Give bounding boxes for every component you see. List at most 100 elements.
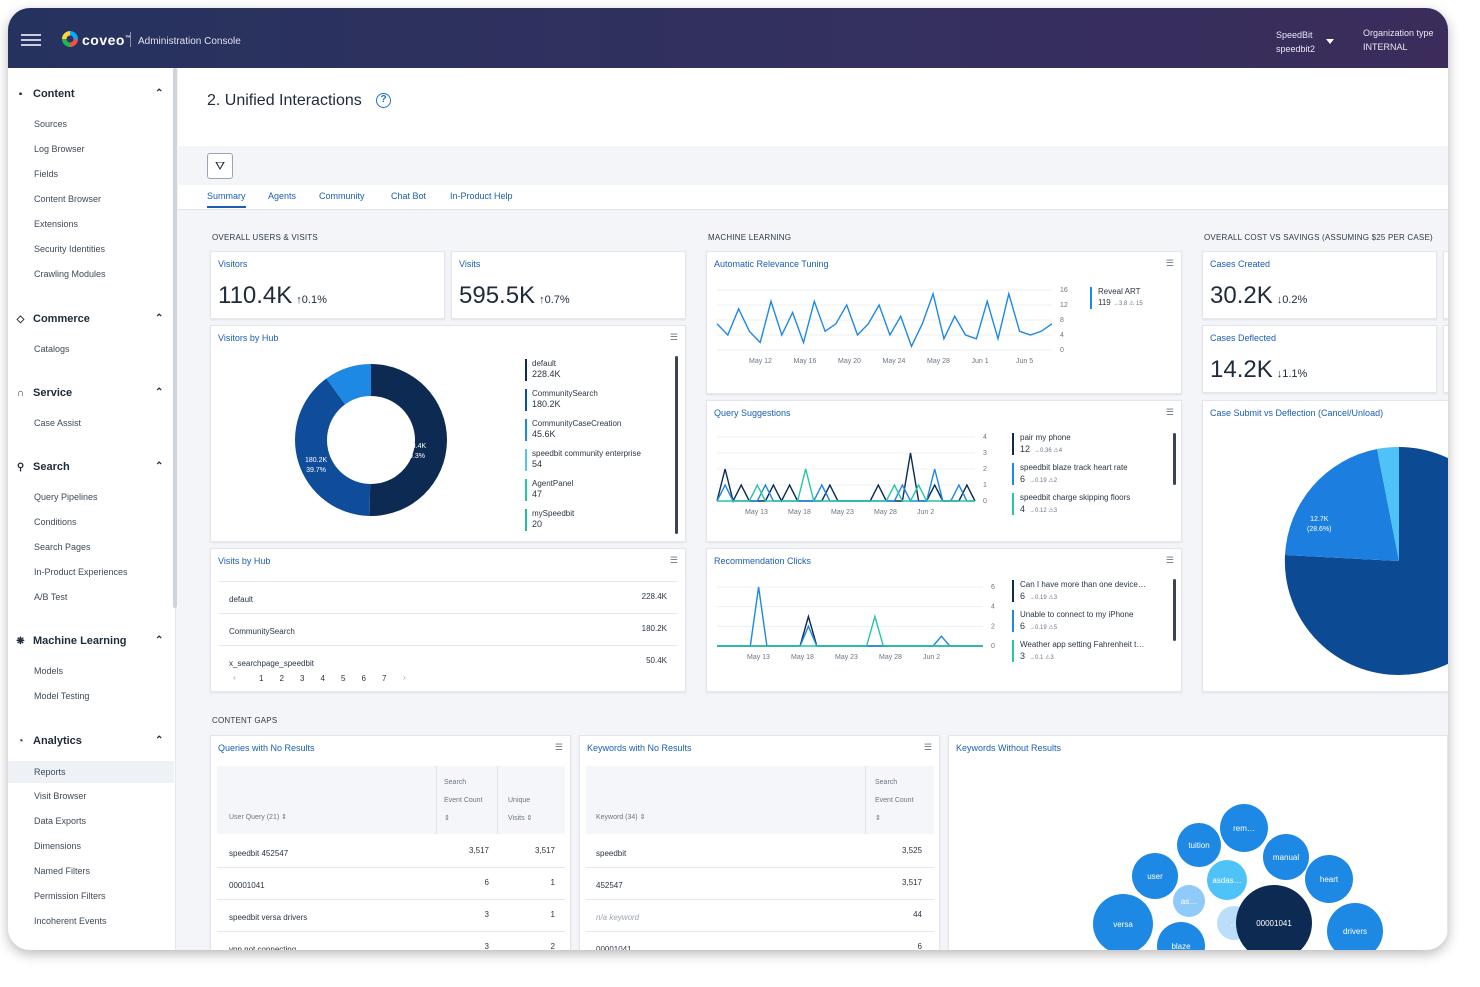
pagination-page[interactable]: 7 bbox=[382, 674, 387, 683]
sidebar-item-case-assist[interactable]: Case Assist bbox=[34, 418, 82, 428]
legend-scrollbar[interactable] bbox=[1173, 579, 1176, 641]
keyword-bubble[interactable] bbox=[1093, 894, 1153, 950]
keyword-bubble[interactable] bbox=[1263, 834, 1309, 880]
keyword-bubble[interactable] bbox=[1132, 853, 1178, 899]
top-bar: coveo™ Administration Console SpeedBit s… bbox=[8, 8, 1448, 68]
sidebar-item-extensions[interactable]: Extensions bbox=[34, 219, 79, 229]
keyword-bubble[interactable] bbox=[1220, 804, 1268, 852]
legend-scrollbar[interactable] bbox=[1173, 433, 1176, 485]
pagination-page[interactable]: 2 bbox=[279, 674, 284, 683]
chart-menu-icon[interactable]: ☰ bbox=[669, 332, 678, 342]
keyword-bubble[interactable] bbox=[1157, 922, 1205, 950]
chart-menu-icon[interactable]: ☰ bbox=[554, 742, 563, 752]
series-line-weather-fahrenheit[interactable] bbox=[717, 613, 983, 647]
sidebar-item-model-testing[interactable]: Model Testing bbox=[34, 691, 90, 701]
chevron-down-icon[interactable] bbox=[1326, 39, 1334, 44]
sidebar-item-content-browser[interactable]: Content Browser bbox=[34, 194, 102, 204]
chevron-up-icon[interactable]: ⌃ bbox=[155, 88, 164, 99]
pagination-page[interactable]: 5 bbox=[341, 674, 346, 683]
cases-created-card: Cases Created 30.2K ↓0.2% bbox=[1202, 251, 1437, 319]
sidebar-item-fields[interactable]: Fields bbox=[34, 169, 59, 179]
sidebar-item-a-b-test[interactable]: A/B Test bbox=[34, 592, 68, 602]
table-row[interactable]: 00001041 bbox=[596, 945, 632, 950]
chevron-up-icon[interactable]: ⌃ bbox=[155, 735, 164, 746]
chart-menu-icon[interactable]: ☰ bbox=[1165, 407, 1174, 417]
donut-slice-community-case-creation[interactable] bbox=[326, 364, 371, 405]
sidebar-item-incoherent-events[interactable]: Incoherent Events bbox=[34, 916, 107, 926]
sidebar-item-log-browser[interactable]: Log Browser bbox=[34, 144, 85, 154]
series-line-charge-skipping-floors[interactable] bbox=[717, 468, 975, 502]
table-row[interactable]: 452547 bbox=[596, 881, 623, 890]
series-line-connect-iphone[interactable] bbox=[717, 586, 983, 647]
chevron-up-icon[interactable]: ⌃ bbox=[155, 461, 164, 472]
chart-menu-icon[interactable]: ☰ bbox=[923, 742, 932, 752]
sidebar-item-data-exports[interactable]: Data Exports bbox=[34, 816, 87, 826]
sidebar-section-search[interactable]: ⚲ Search ⌃ bbox=[15, 461, 165, 477]
sidebar-item-security-identities[interactable]: Security Identities bbox=[34, 244, 106, 254]
sidebar-scrollbar[interactable] bbox=[173, 68, 177, 608]
sidebar-section-analytics[interactable]: ◔ Analytics ⌃ bbox=[15, 735, 165, 751]
sidebar-item-query-pipelines[interactable]: Query Pipelines bbox=[34, 492, 98, 502]
sidebar-item-catalogs[interactable]: Catalogs bbox=[34, 344, 70, 354]
hamburger-menu-icon[interactable] bbox=[21, 34, 41, 46]
sidebar-item-visit-browser[interactable]: Visit Browser bbox=[34, 791, 87, 801]
pagination-page[interactable]: 1 bbox=[259, 674, 264, 683]
tab-chat-bot[interactable]: Chat Bot bbox=[391, 191, 427, 201]
sidebar-item-search-pages[interactable]: Search Pages bbox=[34, 542, 91, 552]
chevron-up-icon[interactable]: ⌃ bbox=[155, 387, 164, 398]
series-line-reveal-art[interactable] bbox=[716, 291, 1053, 349]
keyword-bubble[interactable] bbox=[1207, 860, 1247, 900]
column-header-keyword[interactable]: Keyword (34) ⇕ bbox=[596, 814, 646, 821]
table-row[interactable]: speedbit versa drivers bbox=[229, 913, 308, 922]
sidebar-item-crawling-modules[interactable]: Crawling Modules bbox=[34, 269, 106, 279]
pagination-next[interactable]: › bbox=[403, 673, 406, 682]
org-switcher[interactable]: SpeedBit speedbit2 bbox=[1276, 28, 1315, 56]
keyword-bubble[interactable] bbox=[1305, 855, 1353, 903]
add-filter-button[interactable]: ⛛ bbox=[207, 153, 233, 179]
sidebar-item-conditions[interactable]: Conditions bbox=[34, 517, 77, 527]
tab-summary[interactable]: Summary bbox=[207, 191, 246, 208]
tab-in-product-help[interactable]: In-Product Help bbox=[450, 191, 513, 201]
sidebar-item-sources[interactable]: Sources bbox=[34, 119, 68, 129]
pagination-page[interactable]: 3 bbox=[300, 674, 305, 683]
sidebar-section-content[interactable]: ▪ Content ⌃ bbox=[15, 88, 165, 104]
column-header-unique-visits[interactable]: Unique Visits ⇕ bbox=[508, 797, 533, 822]
table-row[interactable]: speedbit 452547 bbox=[229, 849, 289, 858]
sidebar-section-commerce[interactable]: ◇ Commerce ⌃ bbox=[15, 313, 165, 329]
visitors-by-hub-title: Visitors by Hub bbox=[218, 333, 279, 343]
tab-agents[interactable]: Agents bbox=[268, 191, 297, 201]
chart-menu-icon[interactable]: ☰ bbox=[1165, 258, 1174, 268]
pagination-page[interactable]: 6 bbox=[361, 674, 366, 683]
chevron-up-icon[interactable]: ⌃ bbox=[155, 635, 164, 646]
pagination-prev[interactable]: ‹ bbox=[233, 673, 236, 682]
table-row[interactable]: 00001041 bbox=[229, 881, 265, 890]
series-line-more-than-one-device[interactable] bbox=[717, 613, 983, 647]
sidebar-item-reports[interactable]: Reports bbox=[8, 761, 174, 783]
keyword-bubble[interactable] bbox=[1236, 885, 1312, 950]
donut-slice-community-search[interactable] bbox=[295, 378, 371, 516]
sidebar-item-dimensions[interactable]: Dimensions bbox=[34, 841, 82, 851]
column-header-search-event-count[interactable]: Search Event Count ⇕ bbox=[444, 779, 483, 822]
pagination-page[interactable]: 4 bbox=[320, 674, 325, 683]
table-row[interactable]: n/a keyword bbox=[596, 913, 640, 922]
tab-community[interactable]: Community bbox=[319, 191, 365, 201]
column-header-search-event-count[interactable]: Search Event Count ⇕ bbox=[875, 779, 914, 822]
sidebar-section-machine-learning[interactable]: ❋ Machine Learning ⌃ bbox=[15, 635, 165, 651]
chevron-up-icon[interactable]: ⌃ bbox=[155, 313, 164, 324]
donut-slice-default[interactable] bbox=[369, 364, 447, 516]
keyword-bubble[interactable] bbox=[1327, 903, 1383, 950]
sidebar-item-named-filters[interactable]: Named Filters bbox=[34, 866, 91, 876]
help-icon[interactable]: ? bbox=[376, 93, 391, 108]
table-row[interactable]: vpn not connecting bbox=[229, 945, 297, 950]
legend-scrollbar[interactable] bbox=[675, 356, 678, 534]
keyword-bubble[interactable] bbox=[1173, 885, 1205, 917]
column-header-user-query[interactable]: User Query (21) ⇕ bbox=[229, 814, 287, 821]
sidebar-item-permission-filters[interactable]: Permission Filters bbox=[34, 891, 106, 901]
sidebar-section-service[interactable]: ∩ Service ⌃ bbox=[15, 387, 165, 403]
keyword-bubble[interactable] bbox=[1177, 823, 1221, 867]
table-row[interactable]: speedbit bbox=[596, 849, 627, 858]
sidebar-item-in-product-experiences[interactable]: In-Product Experiences bbox=[34, 567, 128, 577]
sidebar-item-models[interactable]: Models bbox=[34, 666, 64, 676]
chart-menu-icon[interactable]: ☰ bbox=[669, 555, 678, 565]
chart-menu-icon[interactable]: ☰ bbox=[1165, 555, 1174, 565]
